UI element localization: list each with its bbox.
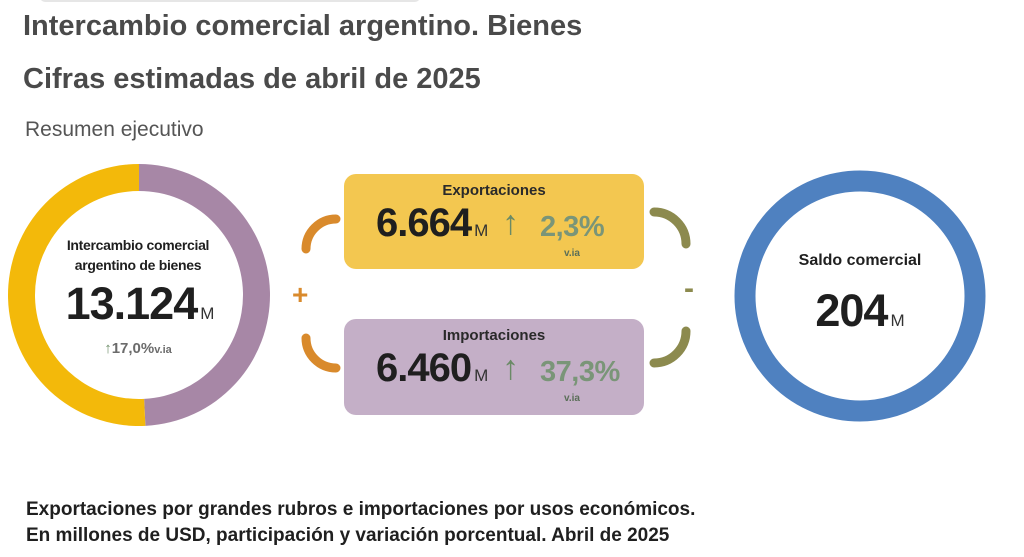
imports-variation: 37,3% — [540, 356, 620, 388]
footer-line-2: En millones de USD, participación y vari… — [26, 525, 670, 546]
page-subtitle: Cifras estimadas de abril de 2025 — [23, 63, 481, 95]
total-unit: M — [200, 304, 215, 323]
donut-slice-exportaciones — [8, 164, 146, 426]
imports-label: Importaciones — [442, 327, 546, 344]
bracket-right-bottom — [649, 326, 691, 368]
total-variation-suffix: v.ia — [154, 344, 172, 356]
total-value-row: 13.124 M — [20, 278, 260, 330]
top-tab-decoration — [40, 0, 420, 2]
exports-variation: 2,3% — [540, 211, 605, 243]
arrow-up-icon: ↑ — [104, 340, 112, 357]
saldo-value: 204 — [815, 285, 888, 336]
exports-value: 6.664 — [376, 201, 472, 245]
saldo-value-row: 204 M — [760, 285, 960, 337]
donut-slice-importaciones — [139, 164, 271, 426]
imports-value-row: 6.460 M — [376, 346, 488, 391]
section-label: Resumen ejecutivo — [25, 118, 204, 141]
arrow-up-icon: ↑ — [502, 204, 519, 242]
bracket-left-bottom — [301, 333, 341, 373]
plus-sign: + — [292, 279, 309, 310]
total-variation: ↑17,0%v.ia — [40, 340, 236, 357]
imports-unit: M — [474, 366, 489, 385]
exports-unit: M — [474, 221, 489, 240]
exchange-donut — [8, 164, 271, 426]
minus-sign: - — [684, 272, 694, 305]
footer-line-1: Exportaciones por grandes rubros e impor… — [26, 499, 696, 520]
saldo-ring — [734, 170, 986, 422]
imports-value: 6.460 — [376, 346, 472, 390]
total-label: Intercambio comercial argentino de biene… — [66, 237, 210, 273]
exports-label: Exportaciones — [442, 182, 546, 199]
total-value: 13.124 — [65, 278, 199, 329]
arrow-up-icon: ↑ — [502, 349, 519, 387]
saldo-unit: M — [890, 311, 905, 330]
imports-variation-suffix: v.ia — [564, 393, 580, 404]
page-title: Intercambio comercial argentino. Bienes — [23, 10, 583, 42]
exports-value-row: 6.664 M — [376, 201, 488, 246]
bracket-right-top — [649, 207, 691, 249]
exports-variation-suffix: v.ia — [564, 248, 580, 259]
imports-card: Importaciones 6.460 M ↑ 37,3% v.ia — [344, 319, 644, 415]
total-variation-value: 17,0% — [111, 340, 155, 357]
bracket-left-top — [301, 214, 341, 254]
saldo-label: Saldo comercial — [798, 252, 922, 269]
exports-card: Exportaciones 6.664 M ↑ 2,3% v.ia — [344, 174, 644, 269]
